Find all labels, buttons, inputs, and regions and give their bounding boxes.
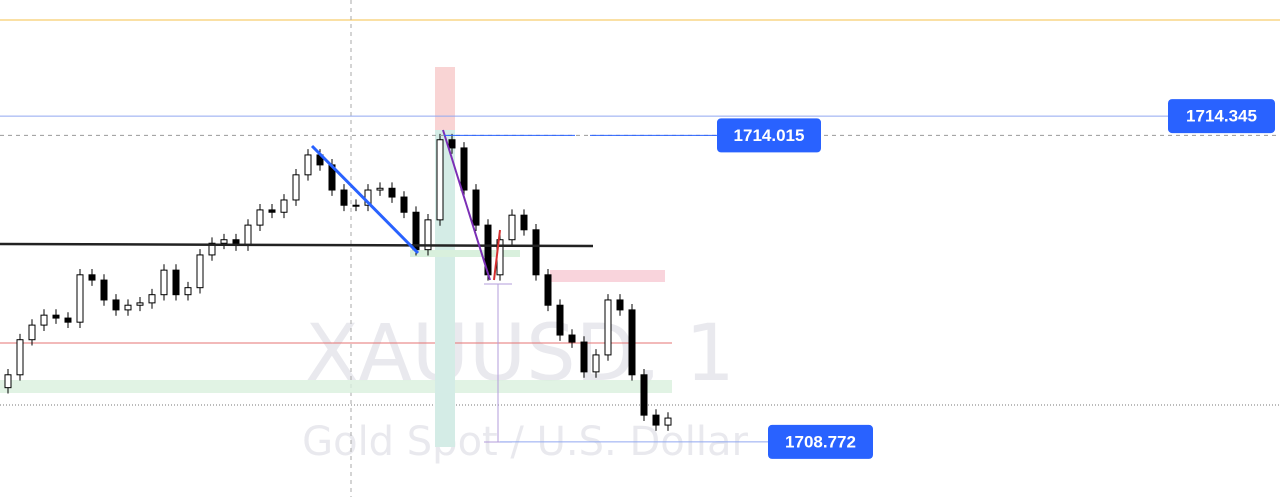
candle-body <box>100 279 108 301</box>
candle-body <box>304 154 312 176</box>
risk-box <box>435 67 455 130</box>
candle-body <box>664 417 672 426</box>
candle-body <box>196 254 204 289</box>
candle-body <box>544 274 552 306</box>
candle-body <box>604 299 612 356</box>
candle-body <box>532 229 540 276</box>
candle-body <box>76 274 84 323</box>
candle-body <box>640 374 648 416</box>
zone <box>410 250 520 257</box>
price-label: 1714.015 <box>734 126 805 145</box>
candle-body <box>556 304 564 336</box>
trend-line <box>442 129 491 281</box>
candle-body <box>616 299 624 311</box>
candle-body <box>388 187 396 198</box>
candle-body <box>448 139 456 149</box>
candle-body <box>424 219 432 251</box>
price-label-box <box>717 118 821 153</box>
candle-body <box>4 374 12 389</box>
candle-body <box>340 189 348 206</box>
price-label-box <box>1168 99 1275 134</box>
candle-body <box>208 242 216 256</box>
price-label: 1714.345 <box>1186 107 1257 126</box>
candle-body <box>28 324 36 341</box>
candle-body <box>148 294 156 304</box>
candle-body <box>160 269 168 296</box>
candle-body <box>172 269 180 296</box>
price-label: 1708.772 <box>785 432 856 451</box>
zone <box>550 270 665 282</box>
candle-body <box>112 299 120 311</box>
candle-body <box>628 309 636 376</box>
candle-body <box>16 339 24 376</box>
trend-line <box>493 229 501 281</box>
candle-body <box>652 414 660 426</box>
candle-body <box>88 274 96 281</box>
candle-body <box>292 174 300 201</box>
trend-line <box>310 144 420 255</box>
candle-body <box>472 189 480 226</box>
candle-body <box>376 187 384 191</box>
price-label-box <box>768 424 873 459</box>
zone <box>0 380 672 393</box>
candle-body <box>568 334 576 343</box>
candle-body <box>592 354 600 373</box>
candle-body <box>64 317 72 323</box>
candle-body <box>352 204 360 207</box>
candle-body <box>280 199 288 213</box>
candle-body <box>400 196 408 213</box>
candle-body <box>136 302 144 306</box>
candle-body <box>412 211 420 251</box>
trend-line <box>0 242 594 248</box>
candle-body <box>124 304 132 311</box>
candle-body <box>580 341 588 373</box>
candle-body <box>40 314 48 326</box>
candle-body <box>268 209 276 213</box>
candle-body <box>52 314 60 319</box>
candle-body <box>436 139 444 221</box>
candle-body <box>460 147 468 191</box>
candle-body <box>220 239 228 244</box>
candle-body <box>184 287 192 296</box>
candle-body <box>508 214 516 241</box>
candle-body <box>520 214 528 231</box>
candle-body <box>244 224 252 246</box>
candle-body <box>256 209 264 226</box>
